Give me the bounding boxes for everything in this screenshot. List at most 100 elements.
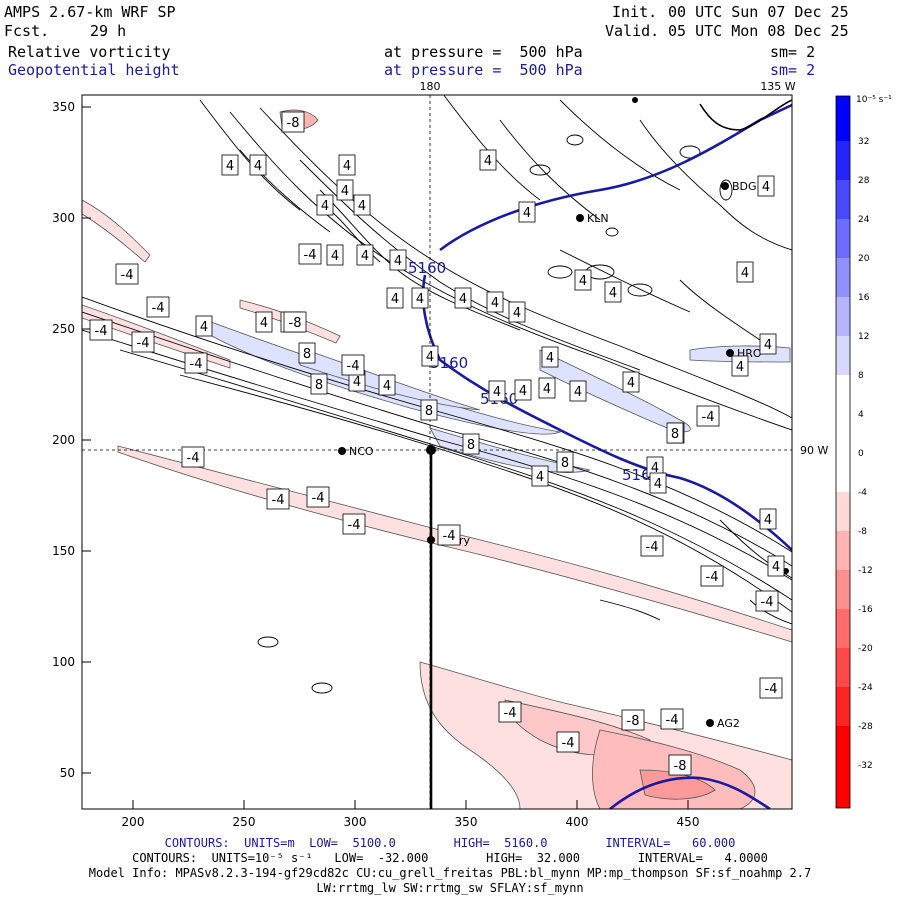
- contour-label-box: [386, 287, 404, 309]
- colorbar-swatch: [836, 258, 850, 297]
- contour-label-box: [298, 243, 322, 265]
- y-tick-label: 150: [52, 544, 75, 558]
- contour-label: 4: [353, 375, 361, 390]
- contour-label: 4: [741, 266, 749, 281]
- colorbar-level-label: 16: [858, 293, 870, 303]
- forecast-value: 29 h: [90, 22, 127, 40]
- contour-label: 4: [523, 206, 531, 221]
- meridian-135w-label: 135 W: [760, 80, 795, 93]
- contour-label-box: [666, 422, 684, 444]
- contour-label: -4: [137, 336, 150, 351]
- contour-label-box: [569, 380, 587, 402]
- colorbar: 10⁻⁵ s⁻¹ 32 28 24 20 16 12 8 4 0 -4 -8 -12 -16 -20 -24…: [835, 95, 892, 809]
- contour-label-box: [604, 281, 622, 303]
- colorbar-swatch: [836, 141, 850, 180]
- field1-level: at pressure = 500 hPa: [384, 43, 583, 61]
- station-label-nco: NCO: [349, 445, 374, 458]
- contour-label: 4: [254, 159, 262, 174]
- contour-label-box: [306, 486, 330, 508]
- contour-label: -4: [190, 357, 203, 372]
- contour-label-box: [736, 261, 754, 283]
- colorbar-unit: 10⁻⁵ s⁻¹: [856, 95, 892, 105]
- colorbar-swatch: [836, 180, 850, 219]
- contour-label: -4: [765, 682, 778, 697]
- colorbar-swatch: [836, 609, 850, 648]
- contour-label: -4: [187, 451, 200, 466]
- colorbar-level-label: -12: [858, 566, 873, 576]
- colorbar-swatch: [836, 219, 850, 258]
- contour-label: -4: [347, 359, 360, 374]
- valid-label: Valid.: [605, 22, 660, 40]
- colorbar-level-label: -28: [858, 722, 873, 732]
- contour-label-box: [640, 535, 664, 557]
- contour-label-box: [89, 319, 113, 341]
- field2-smoothing: sm= 2: [770, 61, 816, 79]
- contour-label-box: [316, 194, 334, 216]
- contour-label-box: [767, 555, 785, 577]
- contour-label: 4: [609, 286, 617, 301]
- weather-map: 200 250 300 350 400 450 350 300 250 200 …: [52, 80, 892, 829]
- contour-label-box: [622, 371, 640, 393]
- colorbar-level-label: 32: [858, 137, 869, 147]
- plot-frame: [81, 94, 793, 810]
- contour-label: 4: [627, 376, 635, 391]
- footer-vorticity-contours: CONTOURS: UNITS=10⁻⁵ s⁻¹ LOW= -32.000 HI…: [132, 851, 768, 865]
- contour-label-box: [338, 154, 356, 176]
- colorbar-level-label: 24: [858, 215, 870, 225]
- station-label-ag2: AG2: [717, 717, 740, 730]
- contour-label-box: [556, 731, 580, 753]
- colorbar-level-label: 20: [858, 254, 870, 264]
- contour-label: 4: [200, 320, 208, 335]
- forecast-label: Fcst.: [4, 22, 50, 40]
- footer-physics-info: LW:rrtmg_lw SW:rrtmg_sw SFLAY:sf_mynn: [316, 881, 584, 895]
- contour-label-box: [195, 315, 213, 337]
- y-tick-label: 200: [52, 433, 75, 447]
- contour-label-box: [731, 355, 749, 377]
- contour-label-box: [462, 433, 480, 455]
- footer-height-contours: CONTOURS: UNITS=m LOW= 5100.0 HIGH= 5160…: [164, 836, 736, 850]
- contour-label-box: [556, 451, 574, 473]
- contour-label-box: [759, 333, 777, 355]
- contour-label: 4: [416, 292, 424, 307]
- colorbar-level-label: 8: [858, 371, 864, 381]
- colorbar-level-label: -24: [858, 683, 873, 693]
- contour-label-box: [131, 331, 155, 353]
- contour-label: 4: [579, 274, 587, 289]
- contour-label: 4: [536, 470, 544, 485]
- meridian-180-label: 180: [420, 80, 441, 93]
- contour-label: 4: [519, 384, 527, 399]
- contour-label: 4: [331, 249, 339, 264]
- contour-label-box: [353, 194, 371, 216]
- colorbar-level-label: -32: [858, 761, 873, 771]
- contour-label-box: [342, 513, 366, 535]
- contour-label-box: [518, 201, 536, 223]
- contour-label: 4: [343, 159, 351, 174]
- x-tick-label: 200: [122, 815, 145, 829]
- contour-label: -4: [348, 518, 361, 533]
- colorbar-swatch: [836, 492, 850, 531]
- contour-label-box: [184, 352, 208, 374]
- contour-label: 4: [260, 316, 268, 331]
- colorbar-level-label: 4: [858, 410, 864, 420]
- y-tick-label: 50: [60, 766, 75, 780]
- contour-label: 4: [493, 385, 501, 400]
- contour-label-box: [341, 354, 365, 376]
- meridian-90w-label: 90 W: [800, 444, 828, 457]
- contour-label-box: [420, 399, 438, 421]
- contour-label-box: [479, 149, 497, 171]
- contour-label: 4: [391, 292, 399, 307]
- colorbar-swatch: [836, 687, 850, 726]
- coastline: [699, 99, 792, 131]
- contour-label: 4: [394, 254, 402, 269]
- station-dot: [338, 447, 346, 455]
- contour-label-box: [621, 709, 645, 731]
- y-tick-label: 250: [52, 322, 75, 336]
- station-dot: [726, 349, 734, 357]
- contour-label-box: [378, 374, 396, 396]
- x-tick-label: 450: [677, 815, 700, 829]
- contour-label-box: [298, 342, 316, 364]
- contour-label-box: [411, 287, 429, 309]
- vorticity-contour-labels: 444444444444444444444444444444444444444-…: [89, 111, 785, 776]
- station-dot: [721, 182, 729, 190]
- cross-section-origin-dot: [426, 445, 436, 455]
